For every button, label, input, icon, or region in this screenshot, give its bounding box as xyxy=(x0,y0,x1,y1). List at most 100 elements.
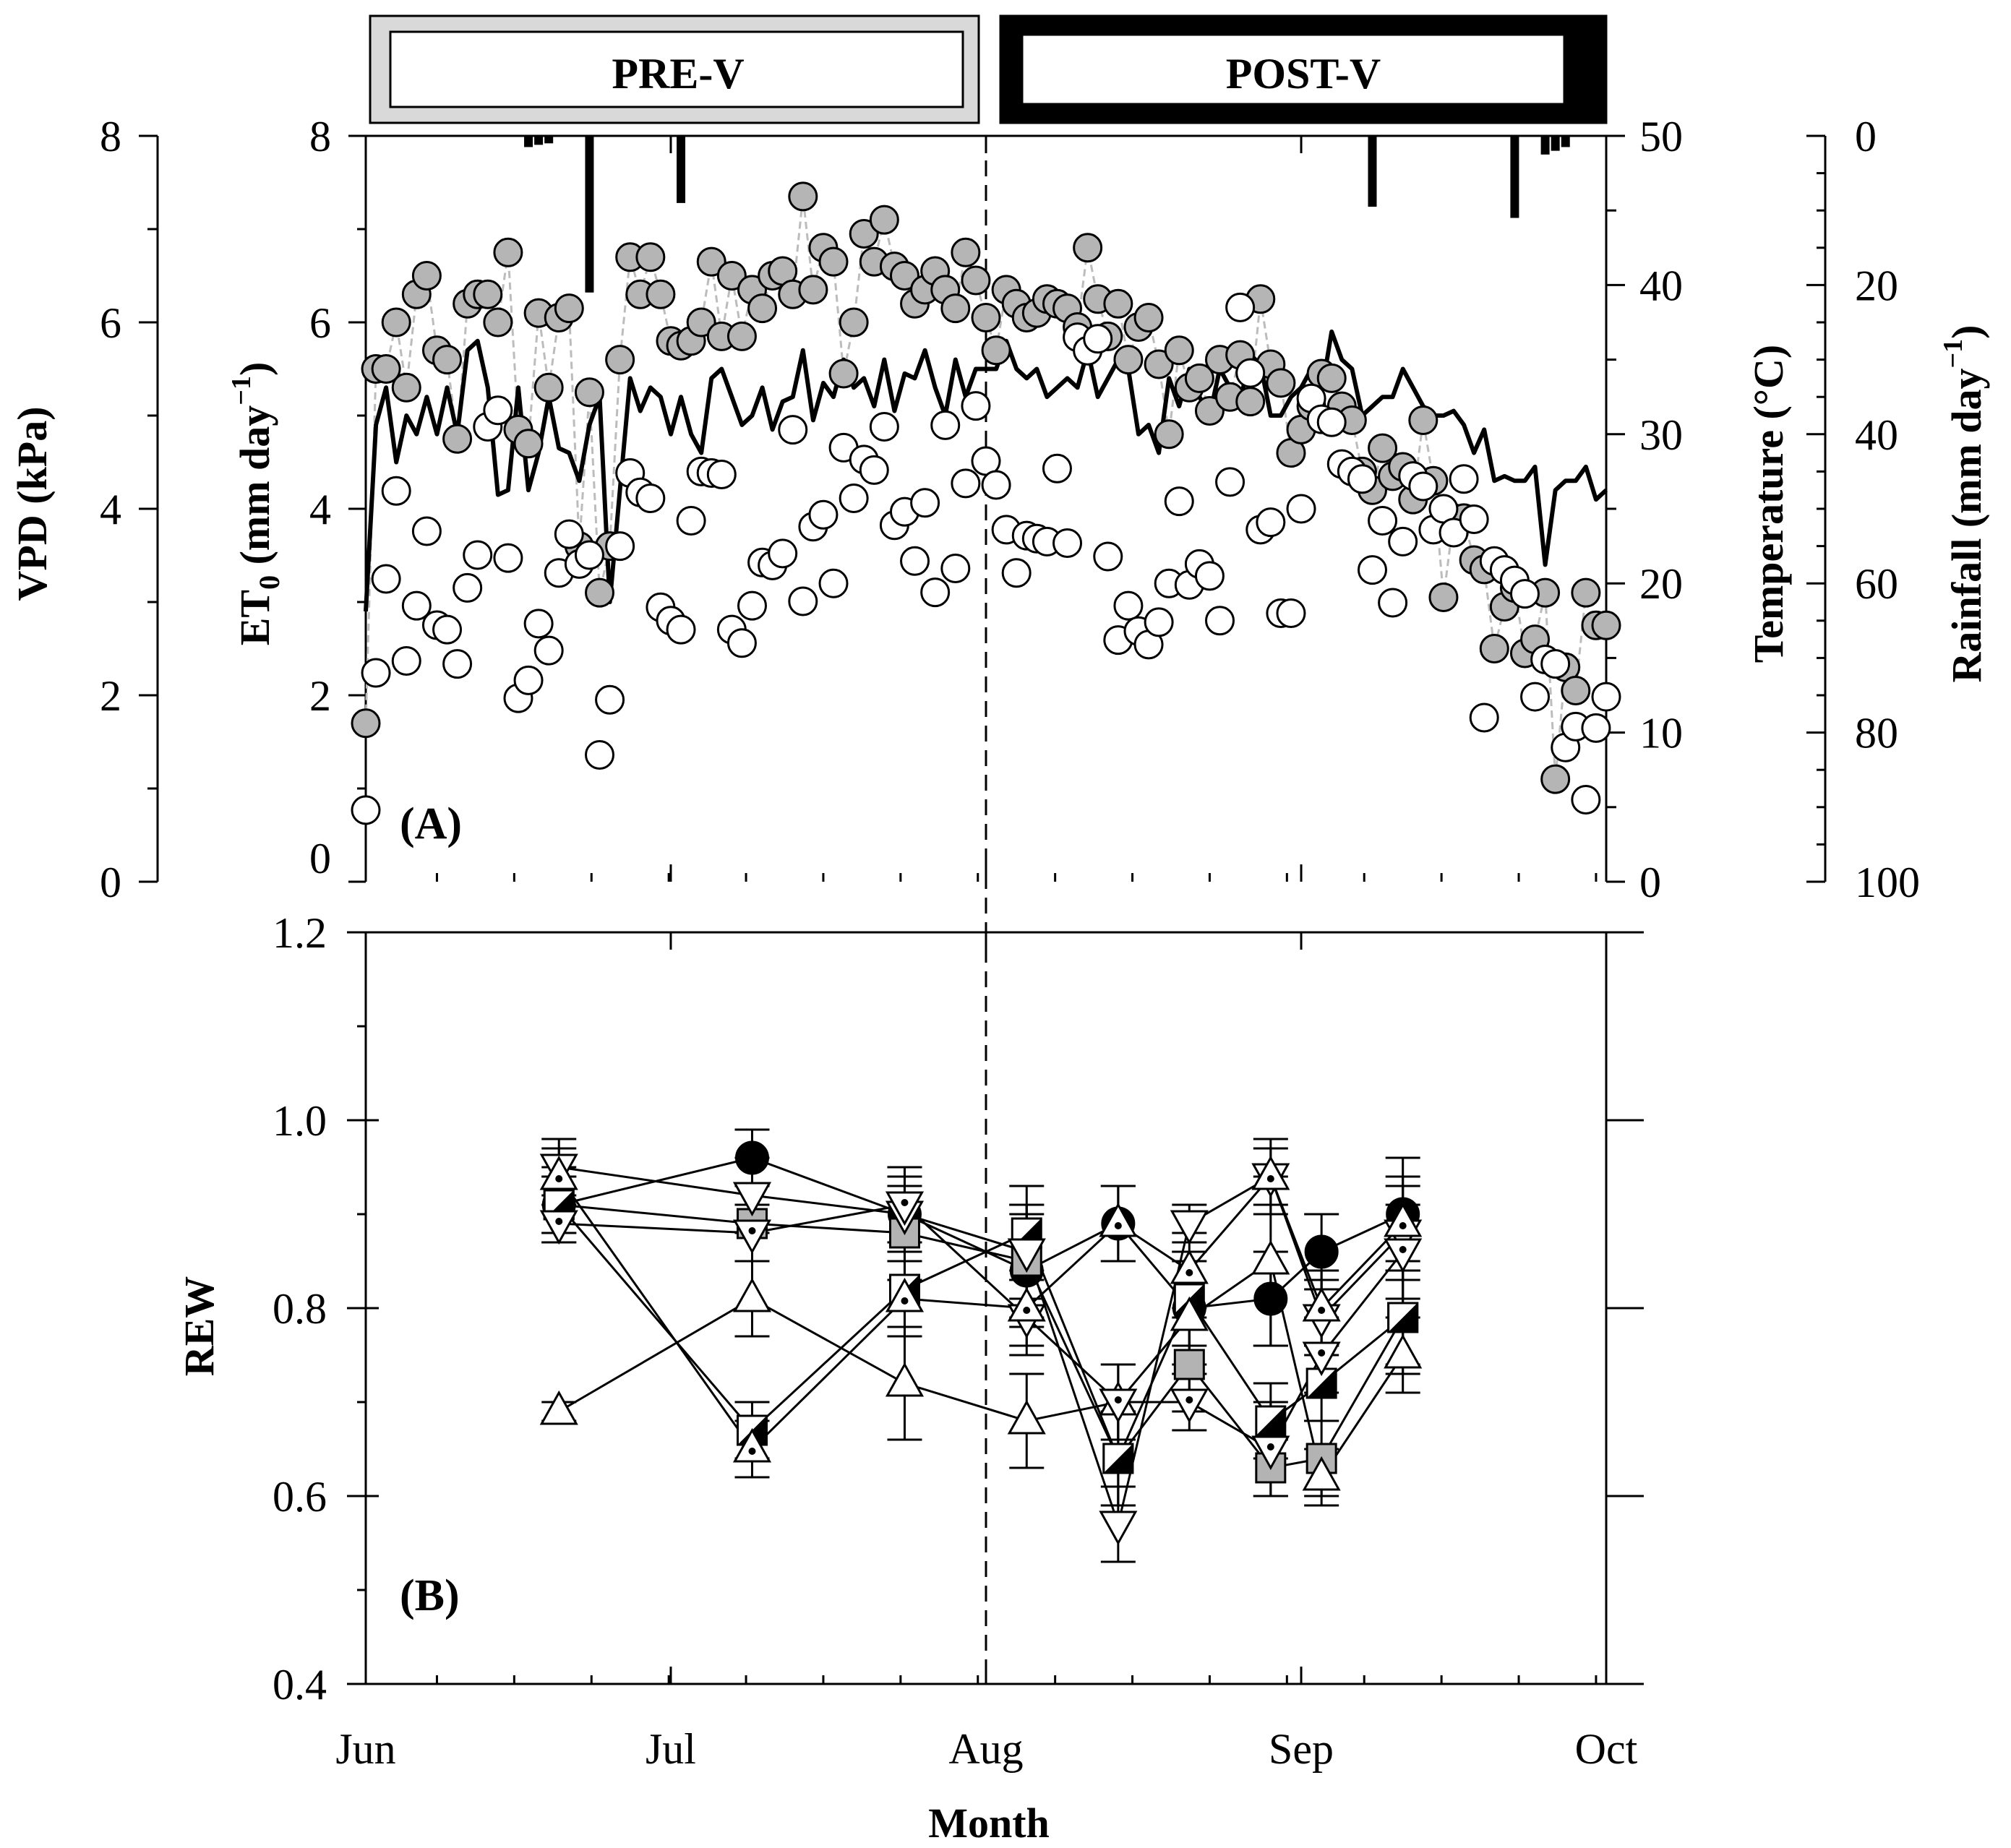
et0-tick-label: 4 xyxy=(309,486,331,533)
dotted-triangle-up-point-dot xyxy=(901,1297,909,1305)
et0-title-sub: 0 xyxy=(253,575,286,590)
open-triangle-down-point xyxy=(1170,1210,1209,1245)
pre-v-label: PRE-V xyxy=(612,50,744,98)
dotted-triangle-up-point xyxy=(885,1277,925,1312)
vpd-point xyxy=(646,279,676,309)
vpd-point xyxy=(951,237,981,267)
dotted-triangle-down-point-dot xyxy=(1114,1396,1122,1404)
temperature-point xyxy=(666,614,696,645)
vpd-point xyxy=(351,708,381,739)
dotted-triangle-up-point-dot xyxy=(1266,1175,1274,1182)
half-square-point-fill xyxy=(1307,1369,1337,1398)
temperature-point xyxy=(1388,526,1418,556)
rainfall-tick-label: 40 xyxy=(1855,411,1898,459)
temperature-point xyxy=(808,499,839,530)
temperature-point xyxy=(1042,453,1072,484)
open-triangle-up-point xyxy=(885,1362,925,1397)
vpd-point xyxy=(1540,764,1571,794)
vpd-point xyxy=(686,307,716,338)
vpd-point xyxy=(1154,419,1184,450)
vpd-point xyxy=(1235,387,1266,417)
vpd-point xyxy=(1561,676,1591,706)
gray-square-point xyxy=(1173,1349,1205,1380)
vpd-point xyxy=(411,261,442,291)
et0-line xyxy=(364,329,1608,612)
open-triangle-up-point xyxy=(1302,1456,1341,1491)
vpd-point xyxy=(869,205,899,235)
temperature-point xyxy=(1286,494,1316,524)
vpd-point xyxy=(381,307,411,338)
temperature-point xyxy=(391,646,421,676)
filled-circle-point xyxy=(1253,1281,1288,1316)
dotted-triangle-down-point xyxy=(1302,1341,1341,1377)
temperature-point xyxy=(361,658,391,688)
et0-title-end: ) xyxy=(231,362,278,376)
vpd-point xyxy=(828,358,859,389)
vpd-tick-label: 6 xyxy=(100,299,121,347)
temperature-point xyxy=(768,538,798,569)
temperature-point xyxy=(493,543,523,573)
vpd-point xyxy=(961,265,991,296)
temperature-point xyxy=(1256,507,1286,538)
vpd-tick-label: 8 xyxy=(100,113,121,160)
temperature-point xyxy=(869,411,899,442)
rainfall-tick-label: 20 xyxy=(1855,262,1898,309)
dotted-triangle-up-point xyxy=(539,1155,578,1190)
temperature-point xyxy=(818,568,849,598)
post-v-inner-box xyxy=(1021,33,1566,106)
temperature-point xyxy=(1316,407,1347,437)
temperature-axis-title: Temperature (°C) xyxy=(1745,345,1792,663)
vpd-point xyxy=(1316,363,1347,393)
dotted-triangle-down-point-dot xyxy=(1399,1246,1407,1253)
temperature-point xyxy=(1052,528,1083,558)
vpd-point xyxy=(940,293,971,324)
vpd-point xyxy=(554,293,584,324)
rainfall-title-end: ) xyxy=(1943,325,1990,339)
open-triangle-down-point xyxy=(1099,1510,1138,1546)
dotted-triangle-up-point-dot xyxy=(1185,1269,1193,1276)
et0-title-rest: (mm day xyxy=(231,405,278,575)
vpd-point xyxy=(716,261,747,291)
rew-tick-label: 0.8 xyxy=(273,1285,327,1333)
dotted-triangle-down-point xyxy=(732,1219,772,1255)
dotted-triangle-up-point-dot xyxy=(1318,1307,1326,1314)
temperature-point xyxy=(381,476,411,506)
temperature-point xyxy=(1540,649,1571,679)
vpd-point xyxy=(1103,288,1133,319)
rainfall-axis-title: Rainfall (mm day−1) xyxy=(1938,325,1990,683)
rew-tick-label: 1.0 xyxy=(273,1097,327,1145)
vpd-point xyxy=(1479,634,1509,663)
rainfall-tick-label: 0 xyxy=(1855,113,1877,160)
temperature-point xyxy=(1093,541,1123,572)
open-triangle-up-point xyxy=(1384,1333,1423,1369)
month-tick-label: Oct xyxy=(1575,1725,1638,1773)
vpd-point xyxy=(635,242,666,272)
vpd-axis-title: VPD (kPa) xyxy=(9,406,56,601)
dotted-triangle-down-point-dot xyxy=(748,1227,756,1234)
temperature-tick-label: 10 xyxy=(1639,710,1683,757)
temperature-point xyxy=(1581,713,1611,743)
vpd-point xyxy=(371,354,401,384)
rew-tick-label: 0.4 xyxy=(273,1661,327,1709)
vpd-point xyxy=(1144,349,1174,379)
month-tick-label: Sep xyxy=(1269,1725,1334,1773)
temperature-point xyxy=(839,484,869,514)
vpd-point xyxy=(483,307,513,338)
vpd-point xyxy=(1571,577,1601,608)
temperature-point xyxy=(940,554,971,584)
vpd-point xyxy=(696,246,726,277)
rainfall-bar xyxy=(544,136,554,144)
temperature-tick-label: 50 xyxy=(1639,113,1683,160)
temperature-point xyxy=(778,415,808,445)
rainfall-bar xyxy=(1561,136,1570,147)
et0-title-main: ET xyxy=(231,590,278,645)
temperature-point xyxy=(533,635,564,666)
vpd-point xyxy=(788,181,818,212)
temperature-point xyxy=(930,410,961,440)
vpd-point xyxy=(533,372,564,403)
temperature-point xyxy=(1357,555,1387,585)
temperature-point xyxy=(1408,471,1438,502)
temperature-point xyxy=(1235,358,1266,388)
rainfall-bar xyxy=(677,136,686,203)
